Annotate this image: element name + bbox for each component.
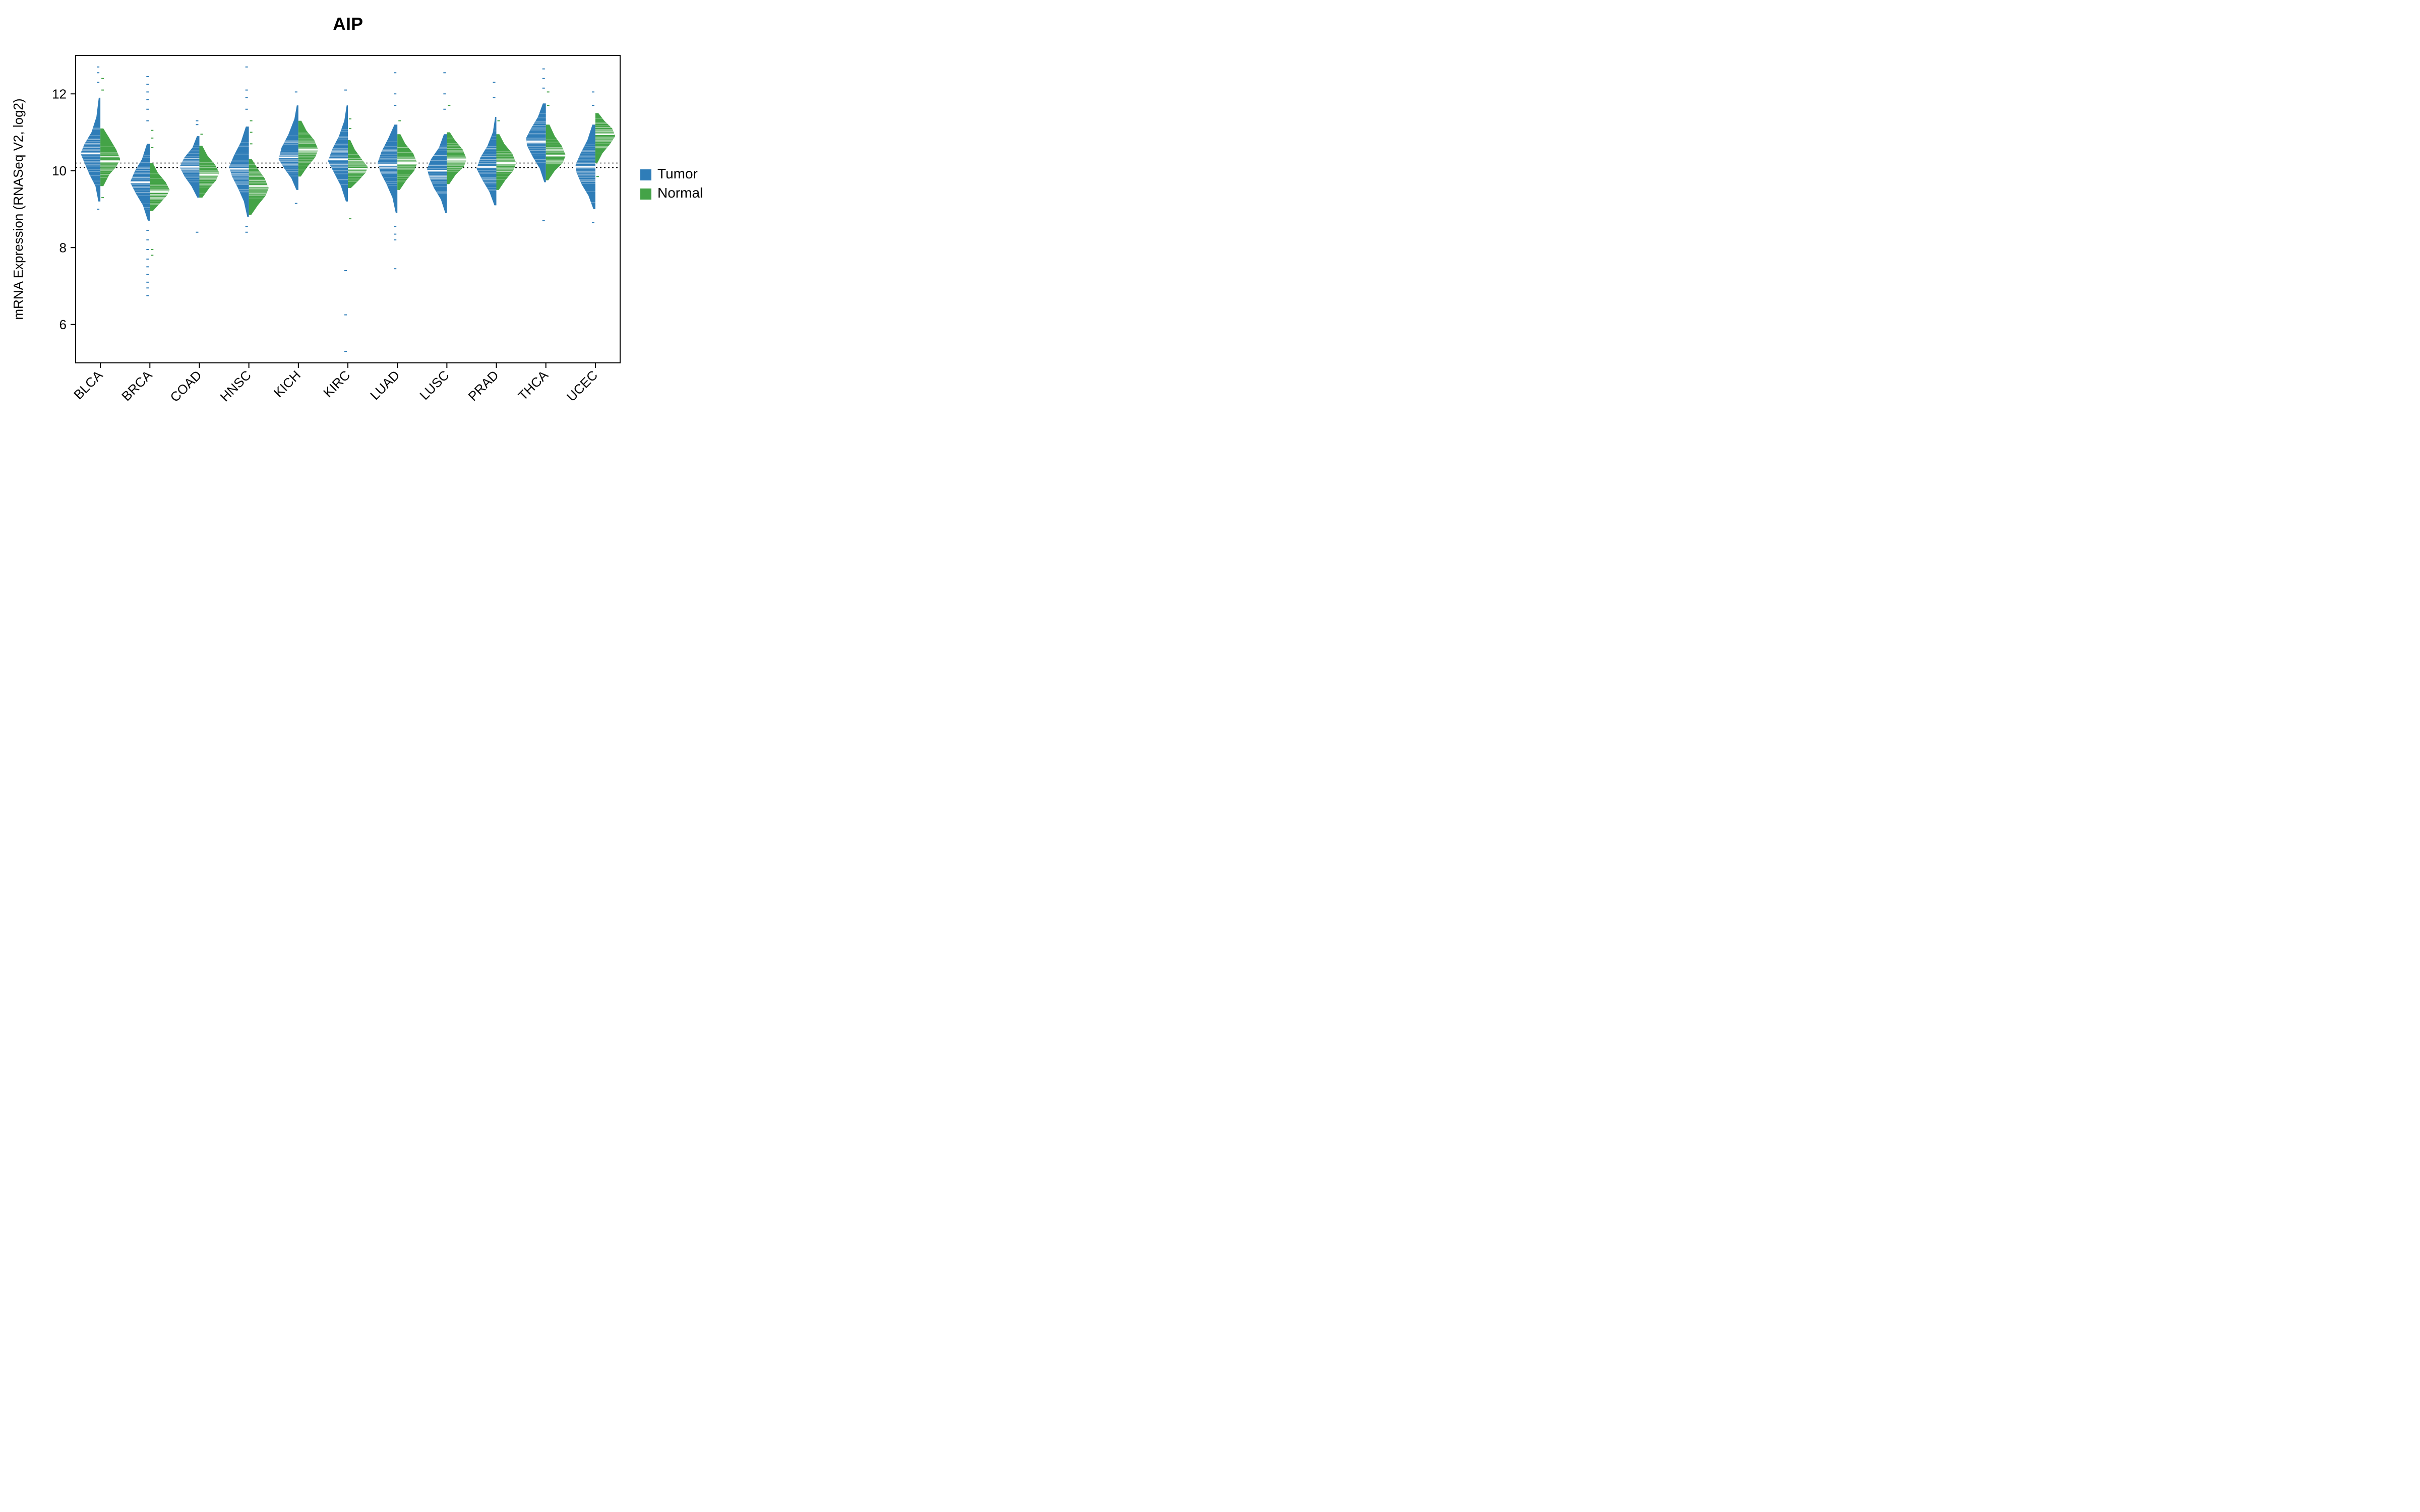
y-tick-label: 10 [52,163,67,178]
legend-swatch [640,169,651,180]
legend-label: Tumor [657,166,698,181]
y-tick-label: 8 [59,240,67,255]
chart-container: AIP mRNA Expression (RNASeq V2, log2) 6 8 10… [0,0,731,454]
chart-title: AIP [333,14,363,34]
legend-label: Normal [657,185,703,201]
y-tick-label: 6 [59,317,67,332]
legend-swatch [640,188,651,200]
y-tick-label: 12 [52,86,67,101]
y-axis-label: mRNA Expression (RNASeq V2, log2) [11,98,26,320]
